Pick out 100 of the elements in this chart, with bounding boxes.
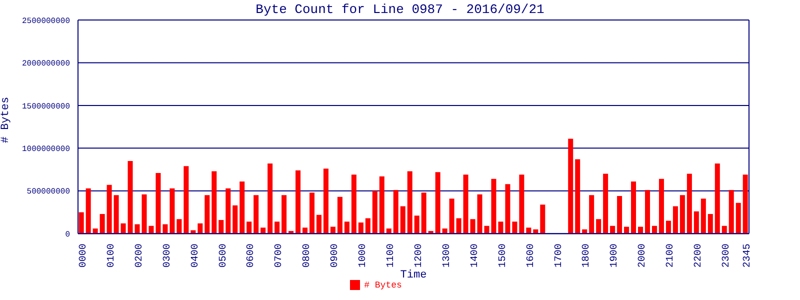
bar: [589, 195, 594, 234]
bar: [652, 226, 657, 234]
bar: [672, 206, 678, 234]
bar: [246, 222, 252, 234]
bar: [274, 222, 280, 234]
bar: [519, 174, 524, 234]
bar: [316, 214, 322, 234]
bar: [358, 222, 364, 234]
bar: [456, 218, 462, 234]
bar: [575, 159, 580, 234]
bar: [344, 222, 350, 234]
bar: [226, 188, 231, 234]
bar: [268, 164, 273, 234]
bar: [596, 219, 602, 234]
x-tick-label: 1900: [610, 244, 621, 268]
bar: [365, 218, 370, 234]
bar: [540, 204, 546, 234]
bar: [463, 174, 468, 234]
bar: [148, 226, 154, 234]
bar: [421, 192, 426, 234]
bar: [282, 195, 287, 234]
x-tick-label: 2300: [722, 244, 733, 268]
bar: [658, 178, 664, 234]
bar: [498, 222, 504, 234]
bar: [644, 190, 650, 234]
x-tick-label: 1200: [414, 244, 425, 268]
bar: [435, 172, 440, 234]
x-tick-label: 0300: [162, 244, 174, 268]
x-tick-label: 0500: [218, 244, 230, 268]
x-tick-label: 0900: [330, 244, 342, 268]
bar: [680, 195, 685, 234]
bar: [323, 168, 328, 234]
bar: [176, 219, 182, 234]
y-tick-label: 1500000000: [22, 102, 70, 112]
bar: [260, 228, 266, 234]
bar: [198, 223, 203, 234]
x-tick-label: 2100: [666, 244, 677, 268]
x-tick-label: 1100: [386, 244, 398, 268]
x-tick-label: 2000: [638, 244, 649, 268]
x-tick-label: 1400: [470, 244, 481, 268]
bar: [156, 172, 161, 234]
x-tick-label: 1600: [526, 244, 537, 268]
chart-title: Byte Count for Line 0987 - 2016/09/21: [254, 2, 546, 17]
y-tick-label: 500000000: [26, 188, 70, 197]
bar: [204, 195, 210, 234]
bar: [728, 190, 734, 234]
x-tick-label: 0200: [134, 244, 146, 268]
y-tick-label: 2000000000: [22, 60, 70, 69]
bar: [407, 171, 412, 234]
bar: [666, 220, 671, 234]
bar: [617, 196, 622, 234]
y-tick-label: 0: [65, 230, 70, 240]
bar: [610, 226, 616, 234]
bar: [170, 188, 175, 234]
x-tick-label: 0700: [274, 244, 286, 268]
bar: [603, 174, 608, 234]
bar: [414, 216, 420, 234]
y-tick-label: 1000000000: [22, 145, 70, 154]
bar: [212, 171, 217, 234]
bar: [232, 205, 238, 234]
bar: [120, 223, 126, 234]
x-tick-label: 2200: [694, 244, 705, 268]
x-tick-label: 0400: [190, 244, 202, 268]
bar: [742, 174, 748, 234]
bar: [708, 214, 713, 234]
bar: [631, 182, 636, 234]
x-tick-label: 1000: [358, 244, 370, 268]
bar: [491, 178, 496, 234]
x-tick-label: 1300: [442, 244, 453, 268]
bar: [184, 166, 189, 234]
bar: [526, 228, 532, 234]
bar: [505, 184, 510, 234]
bar: [512, 222, 518, 234]
bar: [100, 214, 105, 234]
x-tick-label: 0800: [302, 244, 314, 268]
bar: [128, 160, 133, 234]
x-tick-label: 0600: [246, 244, 258, 268]
bar: [400, 206, 406, 234]
bar: [736, 202, 741, 234]
bar: [114, 195, 119, 234]
bar: [337, 196, 342, 234]
bar: [714, 164, 720, 234]
bar: [393, 190, 398, 234]
bar: [254, 195, 259, 234]
x-tick-label: 0000: [78, 244, 90, 268]
x-tick-label: 1800: [582, 244, 593, 268]
bar: [694, 211, 699, 234]
bar: [162, 224, 168, 234]
y-tick-label: 2500000000: [22, 16, 70, 26]
bar: [309, 192, 314, 234]
bar: [86, 188, 91, 234]
bar: [106, 184, 112, 234]
x-tick-label: 1700: [554, 244, 565, 268]
bar: [449, 198, 454, 234]
bar: [218, 220, 224, 234]
x-tick-label: 1500: [498, 244, 509, 268]
bar: [700, 198, 706, 234]
bar: [686, 174, 692, 234]
x-tick-label: 0100: [106, 244, 118, 268]
bar: [302, 228, 308, 234]
